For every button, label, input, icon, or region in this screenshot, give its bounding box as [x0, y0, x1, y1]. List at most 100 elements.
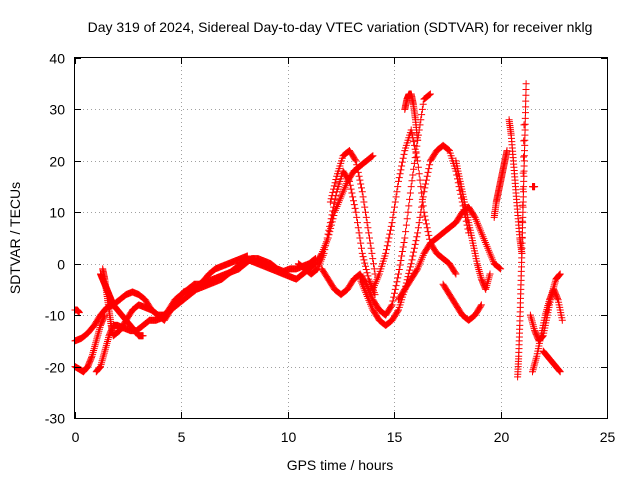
data-point	[397, 257, 405, 264]
data-point	[422, 180, 430, 188]
data-point	[426, 91, 434, 99]
data-point	[326, 219, 334, 227]
data-point	[395, 174, 403, 182]
data-point	[359, 253, 367, 261]
data-point	[330, 185, 338, 193]
data-point	[555, 366, 563, 374]
x-tick-label: 15	[387, 429, 403, 445]
data-point	[326, 198, 334, 206]
data-point	[418, 195, 426, 203]
data-point	[350, 201, 358, 209]
data-point	[356, 234, 364, 242]
data-point	[407, 260, 415, 268]
data-point	[414, 136, 422, 144]
data-point	[348, 189, 356, 197]
data-point	[369, 255, 377, 263]
series-arc-15	[439, 280, 485, 324]
data-point	[418, 189, 426, 197]
data-point	[351, 204, 359, 212]
chart-title: Day 319 of 2024, Sidereal Day-to-day VTE…	[88, 19, 593, 35]
data-point	[414, 163, 422, 171]
data-point	[406, 195, 414, 203]
data-point	[407, 183, 415, 191]
data-point	[419, 202, 427, 210]
data-point	[358, 188, 366, 196]
y-tick-label: 20	[49, 154, 65, 170]
data-point	[497, 265, 505, 273]
series-arc-3	[71, 311, 109, 376]
data-point	[345, 176, 353, 184]
data-point	[413, 153, 421, 161]
x-tick-label: 10	[281, 429, 297, 445]
data-point	[423, 224, 431, 232]
series-arc-10	[326, 147, 379, 278]
data-point	[368, 249, 376, 257]
data-point	[531, 360, 539, 368]
data-point	[388, 219, 396, 227]
series-arc-17	[490, 147, 511, 221]
data-point	[361, 203, 369, 211]
data-point	[391, 289, 398, 297]
data-point	[354, 224, 362, 232]
data-point	[98, 357, 106, 365]
data-point	[410, 244, 418, 252]
data-point	[92, 339, 100, 347]
y-tick-label: 0	[57, 257, 65, 273]
plot-frame	[74, 57, 608, 419]
data-point	[444, 145, 452, 153]
data-point	[366, 239, 374, 247]
data-point	[422, 220, 430, 228]
data-point	[366, 234, 373, 242]
data-point	[401, 234, 409, 242]
data-point	[408, 256, 416, 264]
data-point	[365, 229, 373, 237]
data-point	[393, 278, 401, 286]
data-point	[399, 243, 407, 251]
data-point	[410, 165, 418, 173]
data-point	[352, 157, 360, 165]
data-point	[362, 266, 370, 273]
data-point	[425, 231, 433, 239]
data-point	[410, 141, 418, 149]
data-point	[397, 166, 405, 174]
x-tick-label: 20	[494, 429, 510, 445]
data-point	[330, 199, 338, 207]
data-point	[556, 270, 564, 278]
data-point	[388, 301, 396, 309]
data-point	[355, 229, 363, 237]
data-point	[370, 260, 377, 268]
data-point	[421, 184, 429, 192]
data-point	[419, 100, 427, 108]
data-point	[353, 213, 361, 221]
data-point	[417, 183, 425, 191]
data-point	[387, 222, 395, 230]
data-point	[346, 177, 353, 185]
data-point	[420, 208, 428, 216]
data-point	[329, 207, 337, 215]
data-point	[424, 168, 432, 176]
series-arc-13	[401, 90, 422, 144]
data-point	[349, 193, 357, 201]
data-point	[327, 215, 335, 223]
data-point	[95, 327, 103, 335]
data-point	[426, 90, 434, 98]
data-point	[362, 213, 370, 221]
data-point	[356, 176, 364, 184]
data-point	[390, 293, 398, 301]
series-arc-23	[539, 347, 564, 376]
grid	[75, 58, 607, 418]
data-point	[418, 105, 426, 113]
data-point	[403, 215, 411, 223]
data-point	[358, 244, 365, 252]
data-point	[398, 162, 406, 170]
data-point	[503, 147, 511, 155]
data-point	[423, 172, 431, 180]
data-point	[364, 224, 372, 232]
data-point	[412, 149, 420, 157]
data-point	[363, 219, 371, 227]
series-arc-16	[452, 157, 494, 293]
data-point	[360, 256, 368, 264]
data-point	[329, 188, 337, 196]
data-point	[413, 233, 421, 241]
